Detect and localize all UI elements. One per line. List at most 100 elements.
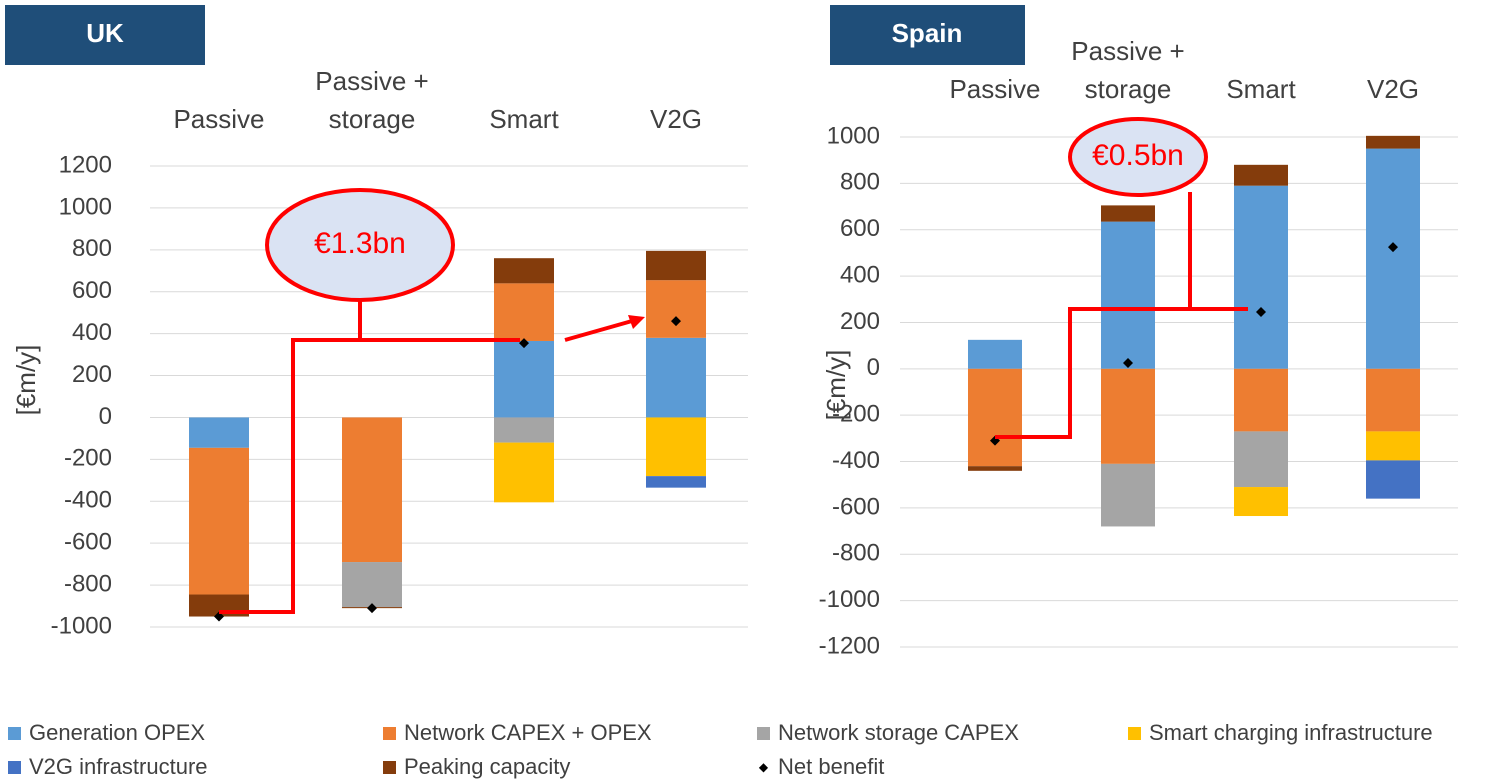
bar-segment xyxy=(646,337,706,418)
y-tick-label: -600 xyxy=(832,493,880,520)
bar-segment xyxy=(1101,205,1155,222)
y-tick-label: 800 xyxy=(72,235,112,262)
y-tick-label: 600 xyxy=(840,215,880,242)
legend-swatch xyxy=(383,760,396,774)
y-axis-label: [€m/y] xyxy=(11,345,41,416)
bar-segment xyxy=(1234,164,1288,186)
y-tick-label: 200 xyxy=(72,361,112,388)
bar-segment xyxy=(494,258,554,284)
bar-segment xyxy=(1101,463,1155,527)
y-axis-label: [€m/y] xyxy=(821,350,851,421)
bar-segment xyxy=(189,417,249,448)
annotation-bubble xyxy=(265,188,455,302)
y-tick-label: 400 xyxy=(72,319,112,346)
legend-item: Peaking capacity xyxy=(383,752,570,781)
x-category-label: Passive xyxy=(949,74,1041,104)
annotation: €1.3bn xyxy=(314,227,406,260)
y-tick-label: -400 xyxy=(64,487,112,514)
x-category-label: Passive + storage xyxy=(1071,36,1185,104)
x-category-label: V2G xyxy=(1366,74,1420,104)
net-benefit-marker xyxy=(1388,242,1398,253)
bar-segment xyxy=(1366,148,1420,369)
legend-item: Smart charging infrastructure xyxy=(1128,718,1433,748)
net-benefit-marker xyxy=(1256,307,1266,318)
y-tick-label: -1200 xyxy=(819,632,880,659)
annotation-lines xyxy=(219,192,1248,614)
legend-label: Network storage CAPEX xyxy=(778,720,1019,745)
y-tick-label: 0 xyxy=(867,354,880,381)
legend-label: V2G infrastructure xyxy=(29,754,208,779)
bar-segment xyxy=(1234,431,1288,488)
y-tick-label: 800 xyxy=(840,169,880,196)
y-tick-label: -400 xyxy=(832,447,880,474)
bar-segment xyxy=(1101,221,1155,369)
bar-segment xyxy=(1101,368,1155,464)
bar-segment xyxy=(494,340,554,418)
bar-segment xyxy=(189,447,249,595)
y-tick-label: 400 xyxy=(840,261,880,288)
y-tick-label: -600 xyxy=(64,529,112,556)
bar-segment xyxy=(1234,185,1288,369)
arrow-head xyxy=(628,315,645,329)
bar-segment xyxy=(1234,487,1288,517)
y-tick-label: -200 xyxy=(64,445,112,472)
net-benefit-marker xyxy=(367,603,377,614)
y-tick-label: 1000 xyxy=(59,193,112,220)
bar-segment xyxy=(1366,460,1420,499)
title-box xyxy=(830,5,1025,65)
x-category-label: Passive + storage xyxy=(315,66,429,134)
legend-item: Network storage CAPEX xyxy=(757,718,1019,748)
bar-segment xyxy=(968,339,1022,369)
legend-label: Net benefit xyxy=(778,754,885,779)
legend-label: Smart charging infrastructure xyxy=(1149,720,1433,745)
title-box xyxy=(5,5,205,65)
x-category-label: V2G xyxy=(649,104,703,134)
legend-item: Network CAPEX + OPEX xyxy=(383,718,652,748)
annotation: €0.5bn xyxy=(1092,139,1184,172)
legend-label: Generation OPEX xyxy=(29,720,206,745)
net-benefit-marker xyxy=(519,338,529,349)
net-benefit-marker xyxy=(671,316,681,327)
bar-segment xyxy=(494,283,554,341)
legend-swatch xyxy=(8,760,21,774)
bar-segment xyxy=(1234,368,1288,432)
legend-item: V2G infrastructure xyxy=(8,752,208,781)
annotation-bubble xyxy=(1068,117,1208,197)
y-tick-label: 0 xyxy=(99,403,112,430)
y-tick-label: -800 xyxy=(64,570,112,597)
chart-title: Spain xyxy=(892,18,963,48)
net-benefit-marker xyxy=(1123,358,1133,369)
bar-segment xyxy=(646,417,706,477)
y-tick-label: 600 xyxy=(72,277,112,304)
legend-item: Generation OPEX xyxy=(8,718,205,748)
legend-swatch xyxy=(757,726,770,740)
y-tick-label: 200 xyxy=(840,308,880,335)
x-category-label: Smart xyxy=(489,104,559,134)
legend-swatch: ◆ xyxy=(758,760,769,774)
y-tick-label: -1000 xyxy=(819,586,880,613)
x-category-label: Passive xyxy=(173,104,265,134)
bar-segment xyxy=(1366,368,1420,432)
bar-segment xyxy=(342,417,402,563)
bar-segment xyxy=(968,368,1022,467)
y-tick-label: -1000 xyxy=(51,612,112,639)
chart-title: UK xyxy=(86,18,124,48)
bar-segment xyxy=(646,280,706,338)
legend-swatch xyxy=(383,726,396,740)
y-tick-label: -800 xyxy=(832,540,880,567)
legend-label: Network CAPEX + OPEX xyxy=(404,720,652,745)
bar-segment xyxy=(342,562,402,608)
legend-label: Peaking capacity xyxy=(404,754,571,779)
bar-segment xyxy=(1366,135,1420,149)
legend-item: ◆ Net benefit xyxy=(757,752,885,781)
bar-segment xyxy=(494,442,554,503)
bar-segment xyxy=(1366,431,1420,461)
net-benefit-marker xyxy=(214,611,224,622)
bar-segment xyxy=(646,250,706,281)
legend-swatch xyxy=(8,726,21,740)
legend-swatch xyxy=(1128,726,1141,740)
bar-segment xyxy=(968,466,1022,471)
y-tick-label: 1000 xyxy=(827,122,880,149)
